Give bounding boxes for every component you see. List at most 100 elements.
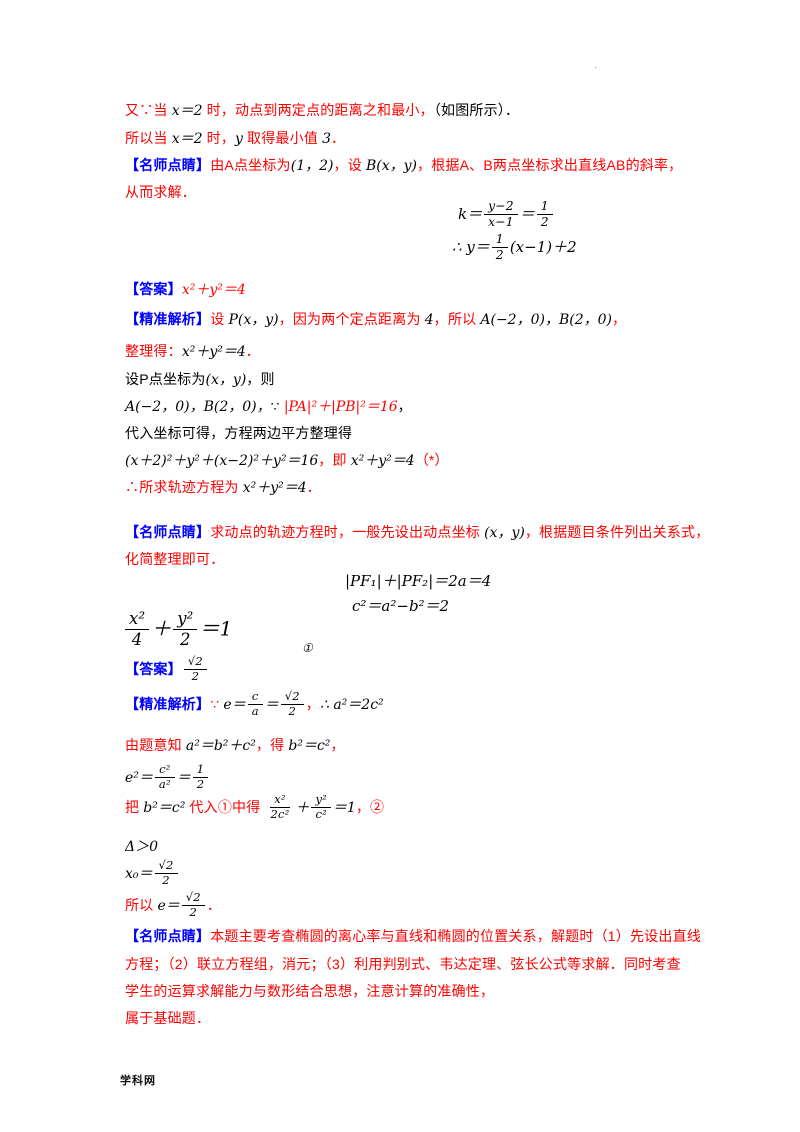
- text-segment: ＝: [176, 769, 191, 786]
- text-segment: (1，2): [290, 158, 334, 174]
- text-segment: 设: [210, 311, 229, 327]
- text-segment: 设P点坐标为: [125, 371, 206, 387]
- text-segment: x＝2: [171, 131, 203, 147]
- teacher-note-line: 【名师点睛】求动点的轨迹方程时，一般先设出动点坐标 (x，y)，根据题目条件列出…: [125, 524, 709, 543]
- text-segment: 代入坐标可得，方程两边平方整理得: [125, 425, 353, 441]
- text-segment: e＝: [223, 696, 246, 713]
- text-segment: 时，动点到两定点的距离之和最小，: [202, 102, 434, 118]
- answer-line: 【答案】 √2 2: [125, 654, 209, 685]
- section-label: 【名师点睛】: [125, 928, 211, 944]
- text-segment: 整理得：: [125, 343, 182, 359]
- text-segment: ∴所求轨迹方程为: [125, 479, 243, 495]
- text-segment: ，因为两个定点距离为: [278, 311, 425, 327]
- text-segment: ，: [611, 311, 627, 327]
- work-line: 代入坐标可得，方程两边平方整理得: [125, 425, 352, 443]
- text-segment: 代入①中得: [185, 798, 265, 815]
- fraction: y² 2: [173, 609, 198, 649]
- text-segment: e²＝: [125, 769, 153, 786]
- fraction: √2 2: [280, 689, 304, 719]
- text-segment: 时，: [202, 130, 236, 146]
- text-segment: 属于基础题．: [125, 1010, 211, 1026]
- text-segment: A(−2，0)，B(2，0): [480, 312, 612, 328]
- text-segment: x＝2: [171, 103, 203, 119]
- text-segment: (x−1)＋2: [509, 238, 577, 257]
- work-line: ∴所求轨迹方程为 x²＋y²＝4．: [125, 479, 321, 498]
- text-segment: ∵: [210, 695, 224, 712]
- text-segment: y: [235, 131, 243, 147]
- text-segment: 4: [424, 312, 434, 328]
- text-segment: ，设: [333, 157, 366, 173]
- text-segment: P(x，y): [228, 312, 279, 328]
- teacher-note-line: 从而求解．: [125, 184, 196, 202]
- teacher-note-line: 方程；（2）联立方程组，消元；（3）利用判别式、韦达定理、弦长公式等求解．同时考…: [125, 956, 681, 974]
- text-segment: 化简整理即可．: [125, 551, 225, 567]
- analysis-line: 【精准解析】∵ e＝ c a ＝ √2 2 ，∴ a²＝2c²: [125, 689, 384, 720]
- section-label: 【名师点睛】: [125, 157, 211, 173]
- footer-brand-mark: 学科网: [120, 1075, 156, 1087]
- work-line: 把 b²＝c² 代入①中得 x² 2c² ＋ y² c² ＝1，②: [125, 792, 385, 823]
- work-line: 所以 e＝ √2 2 ．: [125, 890, 221, 921]
- teacher-note-line: 化简整理即可．: [125, 551, 224, 569]
- text-segment: ．: [306, 479, 321, 495]
- text-segment: 由A点坐标为: [210, 157, 291, 173]
- text-segment: x₀＝: [125, 865, 153, 882]
- stray-mark: ·: [594, 62, 598, 73]
- text-segment: b²＝c²: [288, 738, 331, 754]
- text-segment: ，②: [355, 798, 385, 815]
- work-line: A(−2，0)，B(2，0)，∵ |PA|²＋|PB|²＝16，: [125, 398, 412, 417]
- display-formula: ∴ y＝ 1 2 (x−1)＋2: [452, 232, 577, 264]
- text-segment: 把: [125, 798, 144, 815]
- text-segment: ，则: [246, 371, 275, 387]
- solution-line: 又∵当 x＝2 时，动点到两定点的距离之和最小，（如图所示）．: [125, 102, 519, 121]
- fraction: √2 2: [154, 858, 178, 888]
- work-line: 设P点坐标为(x，y)，则: [125, 371, 275, 390]
- work-line: Δ＞0: [125, 838, 158, 857]
- text-segment: A(−2，0)，B(2，0)，: [125, 399, 271, 415]
- text-segment: (x，y): [205, 372, 247, 388]
- text-segment: |PA|²＋|PB|²＝16: [283, 399, 398, 415]
- teacher-note-line: 属于基础题．: [125, 1010, 210, 1028]
- text-segment: ∵: [270, 398, 284, 414]
- section-label: 【精准解析】: [125, 695, 211, 712]
- text-segment: ，根据题目条件列出关系式，: [524, 524, 710, 540]
- display-formula: ①: [302, 641, 313, 656]
- fraction: x² 4: [125, 609, 150, 649]
- text-segment: ．: [245, 343, 260, 359]
- text-segment: (x，y): [484, 525, 525, 541]
- section-label: 【名师点睛】: [125, 524, 211, 540]
- fraction: √2 2: [183, 654, 207, 684]
- analysis-line: 整理得：x²＋y²＝4．: [125, 343, 260, 362]
- text-segment: k＝: [458, 205, 483, 224]
- text-segment: 又∵当: [125, 102, 172, 118]
- text-segment: ＋: [295, 799, 310, 816]
- text-segment: Δ＞0: [125, 839, 159, 855]
- text-segment: 学生的运算求解能力与数形结合思想，注意计算的准确性，: [125, 983, 495, 999]
- text-segment: ①: [302, 641, 313, 655]
- fraction: c² a²: [155, 762, 175, 792]
- text-segment: ，所以: [433, 311, 481, 327]
- text-segment: c²＝a²−b²＝2: [352, 597, 450, 615]
- text-segment: x²＋y²＝4: [350, 453, 415, 469]
- display-formula: k＝ y−2 x−1 ＝ 1 2: [458, 199, 555, 231]
- text-segment: 取得最小值: [242, 130, 323, 146]
- text-segment: (x＋2)²＋y²＋(x−2)²＋y²＝16: [125, 453, 319, 469]
- fraction: x² 2c²: [270, 792, 290, 821]
- section-label: 【精准解析】: [125, 311, 211, 327]
- analysis-line: 【精准解析】设 P(x，y)，因为两个定点距离为 4，所以 A(−2，0)，B(…: [125, 311, 626, 330]
- text-segment: ∴ y＝: [452, 238, 490, 257]
- section-label: 【答案】: [125, 660, 182, 677]
- fraction: y−2 x−1: [484, 199, 518, 230]
- text-segment: x²＋y²＝4: [181, 282, 246, 298]
- text-segment: ，: [397, 398, 412, 414]
- text-segment: 3: [322, 131, 332, 147]
- section-label: 【答案】: [125, 281, 182, 297]
- text-segment: e＝: [157, 897, 180, 914]
- text-segment: b²＝c²: [143, 799, 186, 816]
- text-segment: ＋: [151, 616, 172, 641]
- teacher-note-line: 学生的运算求解能力与数形结合思想，注意计算的准确性，: [125, 983, 494, 1001]
- text-segment: B(x，y): [366, 158, 418, 174]
